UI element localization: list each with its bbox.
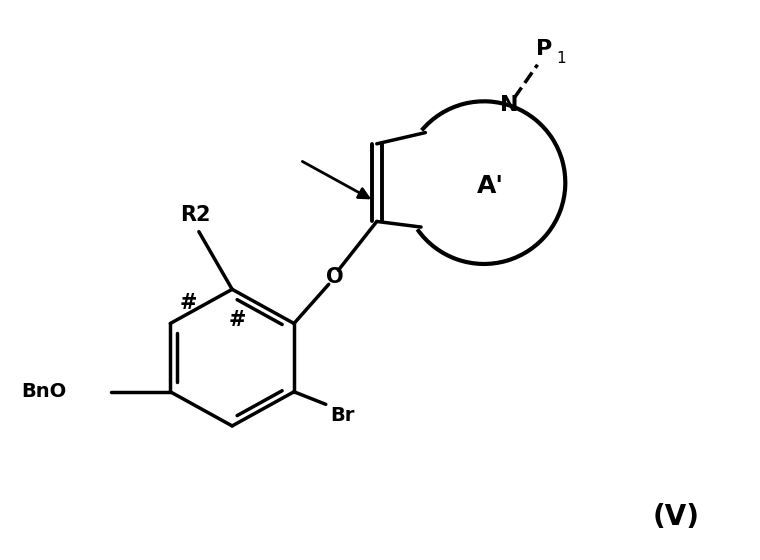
Text: BnO: BnO bbox=[21, 382, 67, 402]
Text: O: O bbox=[326, 267, 344, 287]
Text: P: P bbox=[537, 39, 553, 59]
Text: A': A' bbox=[477, 174, 503, 198]
Text: 1: 1 bbox=[557, 51, 566, 66]
Text: (V): (V) bbox=[652, 502, 699, 530]
Text: #: # bbox=[229, 310, 246, 330]
Text: R2: R2 bbox=[180, 206, 211, 226]
Text: #: # bbox=[179, 293, 197, 312]
Text: Br: Br bbox=[330, 406, 354, 425]
Text: N: N bbox=[500, 95, 518, 115]
